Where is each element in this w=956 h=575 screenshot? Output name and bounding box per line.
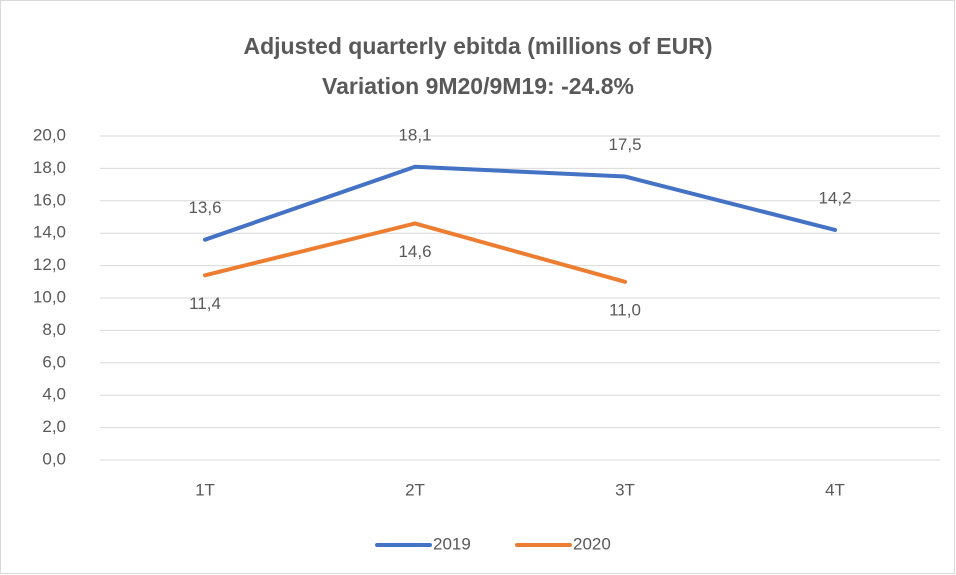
x-tick-label: 4T bbox=[825, 480, 845, 499]
x-tick-label: 1T bbox=[195, 480, 215, 499]
x-tick-label: 2T bbox=[405, 480, 425, 499]
y-tick-label: 8,0 bbox=[42, 320, 66, 339]
data-label: 17,5 bbox=[608, 135, 641, 154]
data-label: 14,2 bbox=[818, 188, 851, 207]
x-tick-label: 3T bbox=[615, 480, 635, 499]
data-label: 14,6 bbox=[398, 242, 431, 261]
y-tick-label: 4,0 bbox=[42, 385, 66, 404]
y-tick-label: 0,0 bbox=[42, 449, 66, 468]
y-tick-label: 14,0 bbox=[33, 223, 66, 242]
y-tick-label: 10,0 bbox=[33, 287, 66, 306]
chart-subtitle: Variation 9M20/9M19: -24.8% bbox=[322, 73, 634, 99]
y-tick-label: 12,0 bbox=[33, 255, 66, 274]
series-line bbox=[203, 164, 837, 242]
legend-label: 2020 bbox=[573, 534, 611, 553]
legend-label: 2019 bbox=[433, 534, 471, 553]
y-tick-label: 18,0 bbox=[33, 158, 66, 177]
y-tick-label: 20,0 bbox=[33, 125, 66, 144]
series-line bbox=[203, 221, 627, 284]
chart-title: Adjusted quarterly ebitda (millions of E… bbox=[244, 33, 713, 59]
y-tick-label: 6,0 bbox=[42, 352, 66, 371]
y-tick-label: 2,0 bbox=[42, 417, 66, 436]
data-label: 11,4 bbox=[189, 294, 221, 313]
y-tick-label: 16,0 bbox=[33, 190, 66, 209]
data-label: 11,0 bbox=[609, 300, 641, 319]
data-label: 13,6 bbox=[188, 198, 221, 217]
data-label: 18,1 bbox=[398, 125, 431, 144]
